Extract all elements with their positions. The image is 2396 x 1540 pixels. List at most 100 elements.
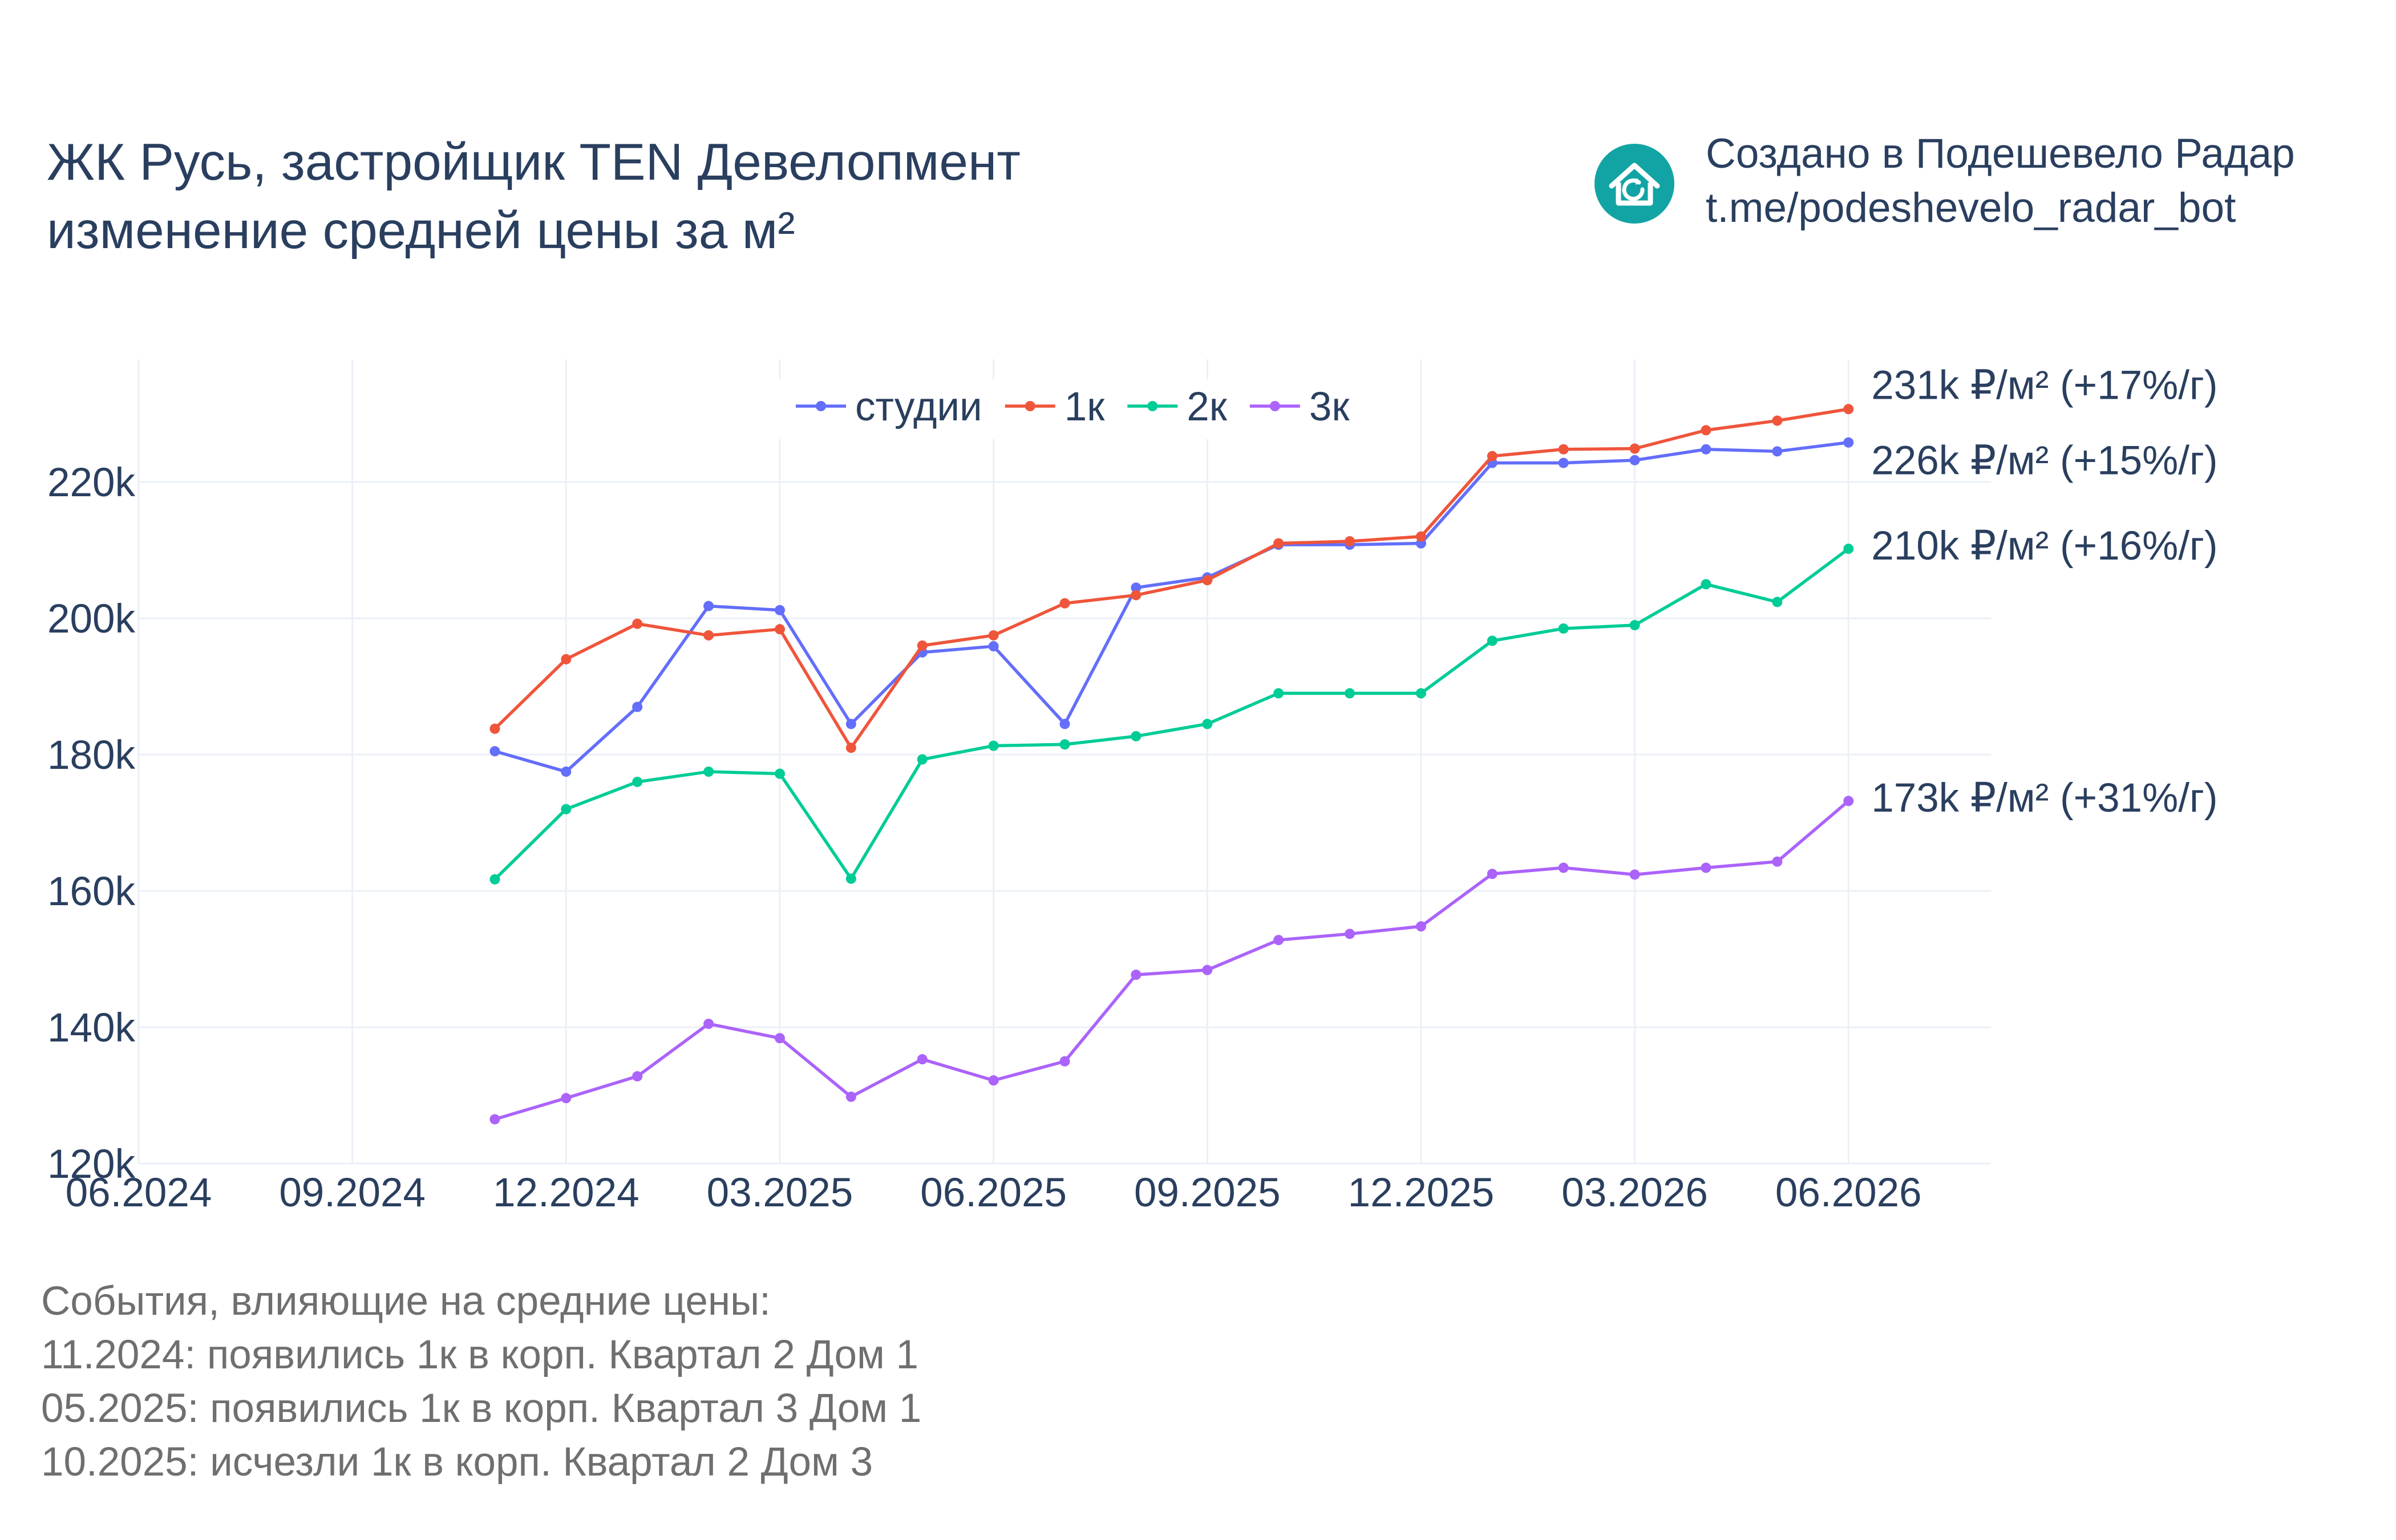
- data-point: [1059, 598, 1070, 609]
- data-point: [845, 743, 856, 753]
- credit-text: Создано в Подешевело Радар: [1706, 131, 2295, 177]
- data-point: [1059, 719, 1070, 730]
- y-tick-label: 160k: [47, 869, 135, 914]
- data-point: [1202, 964, 1213, 975]
- data-point: [1273, 935, 1284, 946]
- y-tick-label: 120k: [47, 1142, 135, 1187]
- data-point: [1415, 921, 1426, 932]
- data-point: [1487, 451, 1498, 461]
- data-point: [703, 766, 714, 777]
- data-point: [489, 874, 500, 885]
- series-lines: [489, 404, 1854, 1125]
- legend-item[interactable]: 2к: [1127, 384, 1228, 429]
- x-tick-label: 03.2025: [707, 1170, 853, 1215]
- data-point: [703, 1019, 714, 1030]
- house-refresh-icon: [1594, 144, 1674, 226]
- x-axis-ticks: 06.2024 09.2024 12.2024 03.2025 06.2025 09.20…: [66, 1170, 1922, 1215]
- data-point: [1487, 869, 1498, 880]
- data-point: [988, 630, 999, 641]
- data-point: [1415, 531, 1426, 542]
- legend-label: студии: [855, 384, 982, 429]
- data-point: [1131, 590, 1142, 601]
- data-point: [1131, 731, 1142, 741]
- series-line: [493, 547, 1849, 881]
- data-point: [1701, 425, 1711, 436]
- y-tick-label: 180k: [47, 733, 135, 778]
- credit-link[interactable]: t.me/podeshevelo_radar_bot: [1706, 185, 2236, 231]
- series-1: [489, 437, 1854, 777]
- data-point: [1202, 575, 1213, 586]
- data-point: [917, 754, 928, 765]
- legend-label: 1к: [1065, 384, 1105, 429]
- events-note: События, влияющие на средние цены: 11.20…: [41, 1275, 921, 1489]
- data-point: [489, 723, 500, 734]
- data-point: [1843, 544, 1854, 554]
- data-point: [1701, 862, 1711, 873]
- chart-subtitle: изменение средней цены за м²: [47, 202, 795, 260]
- x-tick-label: 12.2024: [493, 1170, 640, 1215]
- series-end-label: 226k ₽/м² (+15%/г): [1871, 438, 2217, 483]
- legend-label: 3к: [1309, 384, 1350, 429]
- series-2: [489, 404, 1854, 753]
- data-point: [1345, 688, 1355, 699]
- data-point: [489, 746, 500, 757]
- legend-marker: [1025, 401, 1035, 411]
- data-point: [1415, 688, 1426, 699]
- data-point: [988, 1075, 999, 1086]
- data-point: [1772, 856, 1783, 867]
- data-point: [1629, 869, 1640, 880]
- x-tick-label: 09.2024: [279, 1170, 426, 1215]
- legend-item[interactable]: 1к: [1005, 384, 1105, 429]
- data-point: [1629, 443, 1640, 454]
- data-point: [988, 641, 999, 652]
- data-point: [1772, 415, 1783, 426]
- data-point: [561, 1093, 572, 1104]
- data-point: [1487, 635, 1498, 646]
- data-point: [1059, 1056, 1070, 1067]
- data-point: [774, 768, 785, 779]
- data-point: [917, 640, 928, 651]
- chart-title-line1: ЖК Русь, застройщик TEN Девелопмент: [47, 133, 1021, 191]
- x-tick-label: 06.2024: [66, 1170, 212, 1215]
- legend-item[interactable]: 3к: [1249, 384, 1350, 429]
- data-point: [1273, 688, 1284, 699]
- data-point: [1701, 444, 1711, 455]
- legend-marker: [816, 401, 826, 411]
- legend-background: [779, 379, 1355, 439]
- series-4: [489, 796, 1854, 1125]
- data-point: [774, 624, 785, 635]
- legend-item[interactable]: студии: [796, 384, 982, 429]
- legend: студии 1к 2к 3к: [779, 379, 1355, 439]
- series-line: [494, 800, 1850, 1121]
- data-point: [703, 630, 714, 641]
- legend-marker: [1147, 401, 1158, 411]
- y-tick-label: 140k: [47, 1006, 135, 1051]
- data-point: [561, 804, 572, 814]
- data-point: [632, 1071, 643, 1082]
- data-point: [1273, 538, 1284, 549]
- data-point: [632, 618, 643, 629]
- data-point: [632, 776, 643, 787]
- series-line: [493, 407, 1849, 749]
- legend-label: 2к: [1187, 384, 1227, 429]
- series-3: [489, 544, 1854, 885]
- data-point: [1843, 404, 1854, 415]
- data-point: [845, 873, 856, 884]
- data-point: [632, 702, 643, 712]
- data-point: [1059, 739, 1070, 750]
- data-point: [489, 1114, 500, 1125]
- x-tick-label: 09.2025: [1134, 1170, 1281, 1215]
- data-point: [1345, 929, 1355, 939]
- data-point: [1131, 970, 1142, 980]
- y-tick-label: 200k: [47, 597, 135, 642]
- series-end-label: 210k ₽/м² (+16%/г): [1871, 524, 2217, 569]
- data-point: [1772, 597, 1783, 607]
- series-end-label: 231k ₽/м² (+17%/г): [1871, 363, 2217, 408]
- data-point: [1345, 536, 1355, 547]
- data-point: [1629, 620, 1640, 631]
- x-tick-label: 06.2026: [1775, 1170, 1922, 1215]
- data-point: [988, 740, 999, 751]
- end-labels: 226k ₽/м² (+15%/г) 231k ₽/м² (+17%/г) 210k…: [1871, 363, 2217, 821]
- chart-title: ЖК Русь, застройщик TEN Девелопмент изме…: [47, 128, 1021, 265]
